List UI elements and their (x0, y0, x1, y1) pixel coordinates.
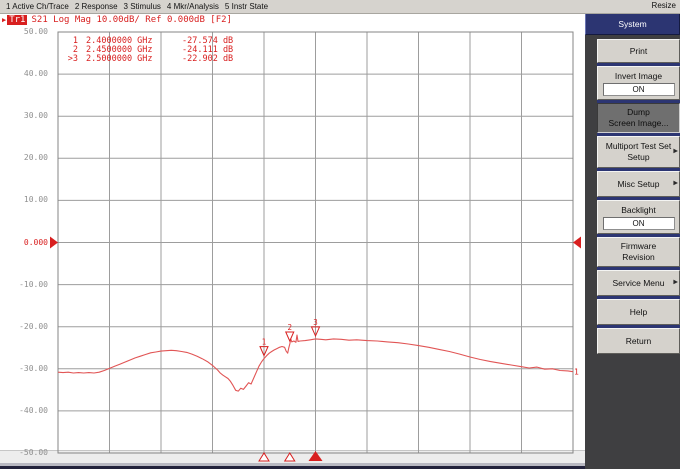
softkey-label: Multiport Test Set (605, 141, 672, 151)
menu-item-5[interactable]: 5 Instr State (224, 2, 269, 11)
trace-number-label: 1 (574, 368, 579, 377)
y-tick-label-ref: 0.000 (23, 237, 48, 247)
y-tick-label: -10.00 (19, 279, 48, 289)
softkey-label: Return (625, 335, 652, 346)
softkey-system-header[interactable]: System (585, 13, 680, 35)
softkey-firmware-revision[interactable]: Firmware Revision (597, 237, 680, 267)
marker-id: 1 (72, 36, 78, 46)
marker-value: -22.902 dB (182, 54, 234, 64)
active-trace-icon: ▶ (2, 16, 7, 24)
stimulus-marker-2[interactable] (283, 452, 296, 462)
softkey-separator (597, 168, 680, 171)
marker-value: -24.111 dB (182, 45, 234, 55)
trace-badge: Tr1 (7, 15, 28, 25)
y-tick-label: 10.00 (23, 195, 48, 205)
ref-level-marker-right (573, 236, 581, 249)
marker-frequency: 2.4000000 GHz (86, 36, 153, 46)
trace-marker-1[interactable] (259, 346, 269, 357)
softkey-label: Dump (627, 107, 650, 117)
softkey-separator (597, 63, 680, 66)
trace-status-line[interactable]: ▶ Tr1 S21 Log Mag 10.00dB/ Ref 0.000dB [F2… (2, 14, 232, 26)
y-tick-label: -50.00 (19, 448, 48, 457)
marker-value: -27.574 dB (182, 36, 234, 46)
ref-level-marker-left (50, 236, 58, 249)
y-tick-label: 50.00 (23, 27, 48, 36)
menu-bar: 1 Active Ch/Trace 2 Response 3 Stimulus 4 M… (0, 0, 680, 14)
y-axis-labels: 50.00 40.00 30.00 20.00 10.00 0.000 -10.00 -20.… (0, 0, 50, 469)
trace-marker-3[interactable] (310, 326, 321, 338)
softkey-invert-image[interactable]: Invert Image ON (597, 66, 680, 100)
softkey-menu: System Print Invert Image ON Dump Screen Ima… (585, 13, 680, 469)
submenu-arrow-icon: ▶ (673, 279, 678, 286)
y-tick-label: -40.00 (19, 405, 48, 415)
menu-item-1[interactable]: 1 Active Ch/Trace (6, 2, 69, 11)
softkey-state-value: ON (602, 82, 675, 96)
softkey-list: Print Invert Image ON Dump Screen Image... Mu… (585, 39, 680, 354)
trace-line (57, 334, 574, 392)
softkey-label: Misc Setup (617, 178, 660, 189)
marker-table-row: 2 2.4500000 GHz -24.111 dB (62, 46, 233, 55)
y-tick-label: 30.00 (23, 111, 48, 121)
softkey-label: Help (629, 306, 648, 317)
softkey-separator (597, 133, 680, 136)
softkey-label: Backlight (621, 204, 656, 215)
softkey-label: Screen Image... (608, 118, 669, 128)
softkey-multiport-test-set[interactable]: Multiport Test Set Setup ▶ (597, 136, 680, 168)
softkey-label: Setup (627, 152, 650, 162)
trace-marker-number: 3 (313, 318, 318, 327)
marker-frequency: 2.4500000 GHz (86, 45, 153, 55)
submenu-arrow-icon: ▶ (673, 180, 678, 187)
y-tick-label: -20.00 (19, 321, 48, 331)
trace-marker-number: 2 (287, 323, 292, 332)
softkey-dump-screen-image[interactable]: Dump Screen Image... (597, 103, 680, 133)
softkey-separator (597, 100, 680, 103)
softkey-state-value: ON (602, 216, 675, 230)
softkey-help[interactable]: Help (597, 299, 680, 325)
menu-bar-items: 1 Active Ch/Trace 2 Response 3 Stimulus 4 M… (0, 2, 268, 11)
stimulus-marker-active-3[interactable] (308, 451, 323, 461)
marker-frequency: 2.5000000 GHz (86, 54, 153, 64)
menu-item-3[interactable]: 3 Stimulus (123, 2, 161, 11)
y-tick-label: 20.00 (23, 153, 48, 163)
softkey-print[interactable]: Print (597, 39, 680, 63)
marker-id: >3 (67, 54, 78, 64)
bottom-edge-light (0, 463, 585, 466)
softkey-separator (597, 296, 680, 299)
softkey-label: Service Menu (612, 277, 665, 288)
softkey-separator (597, 234, 680, 237)
resize-button[interactable]: Resize (651, 1, 676, 10)
trace-marker-2[interactable] (284, 331, 295, 343)
menu-item-2[interactable]: 2 Response (74, 2, 118, 11)
softkey-label: Invert Image (614, 70, 663, 81)
softkey-label: Firmware (620, 241, 657, 251)
trace-status-text: S21 Log Mag 10.00dB/ Ref 0.000dB [F2] (31, 15, 232, 25)
submenu-arrow-icon: ▶ (673, 148, 678, 155)
y-tick-label: -30.00 (19, 363, 48, 373)
marker-table: 1 2.4000000 GHz -27.574 dB 2 2.4500000 GHz -2… (62, 37, 233, 64)
softkey-return[interactable]: Return (597, 328, 680, 354)
marker-table-row: >3 2.5000000 GHz -22.902 dB (62, 55, 233, 64)
marker-table-row: 1 2.4000000 GHz -27.574 dB (62, 37, 233, 46)
softkey-service-menu[interactable]: Service Menu ▶ (597, 270, 680, 296)
softkey-separator (597, 267, 680, 270)
softkey-separator (597, 197, 680, 200)
softkey-label: System (618, 18, 647, 29)
softkey-label: Revision (622, 252, 655, 262)
y-tick-label: 40.00 (23, 69, 48, 79)
softkey-backlight[interactable]: Backlight ON (597, 200, 680, 234)
softkey-label: Print (629, 45, 648, 56)
menu-item-4[interactable]: 4 Mkr/Analysis (166, 2, 219, 11)
bottom-edge-dark (0, 466, 585, 469)
softkey-separator (597, 325, 680, 328)
softkey-misc-setup[interactable]: Misc Setup ▶ (597, 171, 680, 197)
trace-marker-number: 1 (262, 338, 267, 347)
stimulus-marker-1[interactable] (258, 452, 270, 462)
marker-id: 2 (72, 45, 78, 55)
